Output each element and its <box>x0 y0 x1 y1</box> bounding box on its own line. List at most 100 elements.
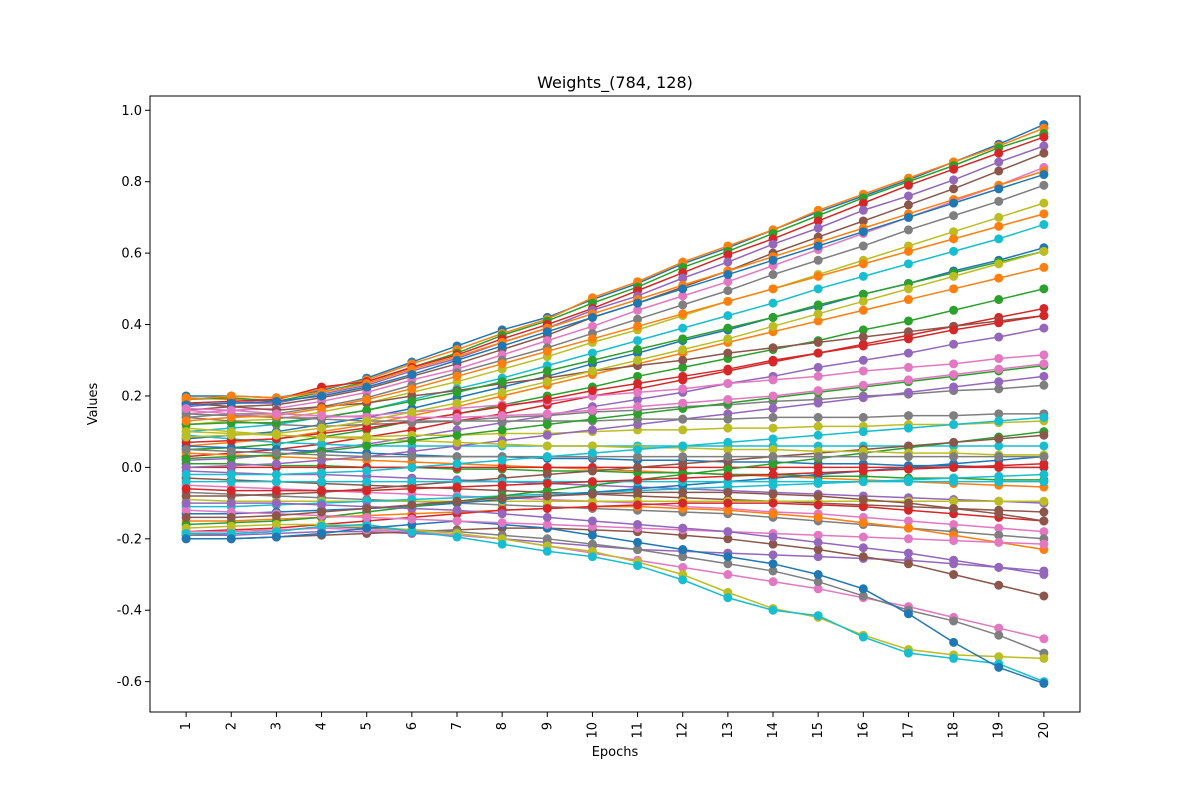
data-point <box>949 437 959 447</box>
data-point <box>317 439 327 449</box>
data-point <box>768 577 778 587</box>
data-point <box>994 523 1004 533</box>
data-point <box>813 512 823 522</box>
series-path <box>186 266 1045 447</box>
series-path <box>186 527 1045 597</box>
data-point <box>994 562 1004 572</box>
data-point <box>587 502 597 512</box>
data-point <box>452 452 462 462</box>
data-point <box>678 523 688 533</box>
data-point <box>994 221 1004 231</box>
x-tick-label: 15 <box>811 722 826 739</box>
data-point <box>542 470 552 480</box>
data-point <box>723 527 733 537</box>
data-point <box>362 512 372 522</box>
data-point <box>994 377 1004 387</box>
series-line <box>181 459 1049 496</box>
data-point <box>497 341 507 351</box>
data-point <box>678 562 688 572</box>
data-point <box>678 284 688 294</box>
data-point <box>813 537 823 547</box>
data-point <box>497 455 507 465</box>
data-point <box>723 378 733 388</box>
data-point <box>949 616 959 626</box>
data-point <box>768 470 778 480</box>
data-point <box>949 520 959 530</box>
data-point <box>271 486 281 496</box>
data-point <box>497 518 507 528</box>
data-point <box>858 412 868 422</box>
data-point <box>813 216 823 226</box>
series-path <box>186 445 1044 469</box>
data-point <box>181 462 191 472</box>
data-point <box>181 491 191 501</box>
series-path <box>186 498 1044 503</box>
data-point <box>723 364 733 374</box>
data-point <box>542 452 552 462</box>
data-point <box>362 395 372 405</box>
y-tick-label: 0.8 <box>121 175 142 190</box>
series-path <box>186 364 1044 460</box>
x-tick-label: 18 <box>947 722 962 739</box>
data-point <box>587 334 597 344</box>
data-point <box>678 355 688 365</box>
data-point <box>813 584 823 594</box>
data-point <box>271 409 281 419</box>
data-point <box>949 536 959 546</box>
data-point <box>678 452 688 462</box>
data-point <box>994 384 1004 394</box>
data-point <box>858 543 868 553</box>
y-tick-label: 0.6 <box>121 247 142 262</box>
series-path <box>186 327 1045 461</box>
data-point <box>497 493 507 503</box>
data-point <box>407 462 417 472</box>
data-point <box>949 175 959 185</box>
data-point <box>723 534 733 544</box>
data-point <box>678 323 688 333</box>
data-point <box>813 241 823 251</box>
data-point <box>903 523 913 533</box>
data-point <box>317 423 327 433</box>
data-point <box>181 484 191 494</box>
data-point <box>362 382 372 392</box>
series-path <box>186 509 1044 545</box>
data-point <box>858 355 868 365</box>
data-point <box>497 509 507 519</box>
data-point <box>678 545 688 555</box>
data-point <box>949 420 959 430</box>
data-point <box>633 500 643 510</box>
data-point <box>452 482 462 492</box>
series-line <box>181 209 1049 426</box>
data-point <box>1039 477 1049 487</box>
data-point <box>542 346 552 356</box>
data-point <box>994 662 1004 672</box>
data-point <box>587 489 597 499</box>
data-point <box>723 464 733 474</box>
data-point <box>723 505 733 515</box>
series-line <box>181 412 1049 480</box>
series-path <box>186 145 1045 408</box>
data-point <box>452 371 462 381</box>
data-point <box>903 375 913 385</box>
data-point <box>813 552 823 562</box>
data-point <box>1039 148 1049 158</box>
data-point <box>452 430 462 440</box>
data-point <box>723 559 733 569</box>
series-path <box>186 523 1045 683</box>
data-point <box>813 452 823 462</box>
data-point <box>362 523 372 533</box>
data-point <box>903 609 913 619</box>
data-point <box>407 396 417 406</box>
data-point <box>587 425 597 435</box>
data-point <box>542 441 552 451</box>
data-point <box>452 387 462 397</box>
data-point <box>903 284 913 294</box>
data-point <box>903 477 913 487</box>
data-point <box>723 348 733 358</box>
data-point <box>858 552 868 562</box>
data-point <box>994 157 1004 167</box>
data-point <box>723 257 733 267</box>
data-point <box>587 366 597 376</box>
data-point <box>813 386 823 396</box>
data-point <box>226 534 236 544</box>
